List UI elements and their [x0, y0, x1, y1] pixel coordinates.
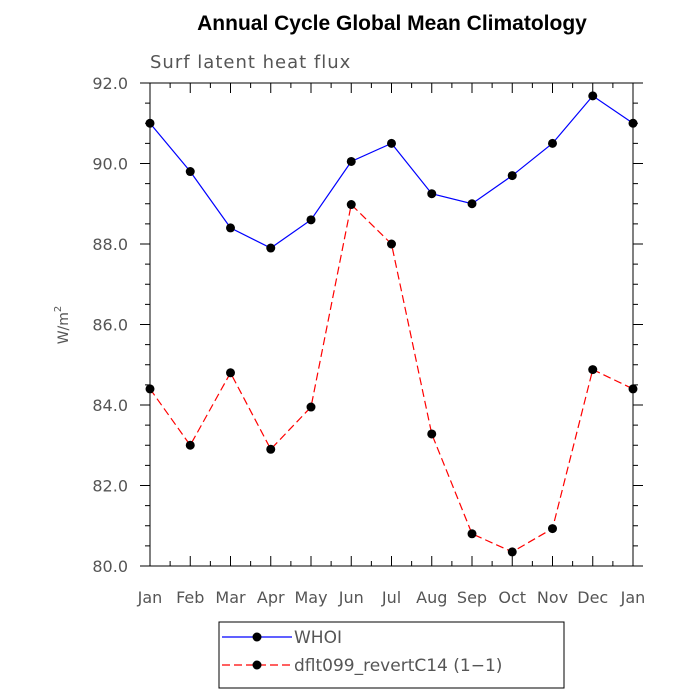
data-point [145, 384, 155, 394]
y-axis-label-text: W/m [56, 312, 72, 344]
data-point [467, 199, 477, 209]
data-point [548, 138, 557, 148]
data-point [387, 138, 396, 148]
x-tick-label: Nov [537, 588, 568, 607]
y-tick-label: 82.0 [92, 477, 128, 496]
data-point [145, 118, 155, 128]
data-point [306, 215, 316, 225]
data-point [346, 200, 356, 210]
y-tick-label: 86.0 [92, 316, 128, 335]
x-tick-label: Dec [577, 588, 608, 607]
svg-text:W/m2: W/m2 [53, 306, 72, 345]
y-tick-label: 80.0 [92, 557, 128, 576]
plot-frame [149, 82, 634, 567]
data-point [427, 429, 437, 439]
series-1 [145, 91, 638, 253]
x-tick-label: Jul [381, 588, 401, 607]
data-point [306, 402, 316, 412]
y-axis-label: W/m2 [53, 306, 72, 345]
x-tick-label: Jan [620, 588, 646, 607]
data-point [467, 529, 477, 539]
y-tick-label: 90.0 [92, 155, 128, 174]
data-point [628, 118, 638, 128]
legend-marker [252, 660, 262, 670]
x-tick-label: Feb [176, 588, 204, 607]
x-tick-label: Oct [498, 588, 526, 607]
data-point [507, 547, 517, 557]
data-point [427, 189, 437, 199]
data-point [628, 384, 638, 394]
legend-marker [252, 632, 262, 642]
chart-title: Annual Cycle Global Mean Climatology [197, 12, 587, 35]
x-tick-label: Aug [416, 588, 447, 607]
legend-label: dflt099_revertC14 (1−1) [294, 656, 502, 676]
y-axis-label-superscript: 2 [53, 306, 64, 312]
data-point [226, 368, 235, 378]
data-point [266, 243, 276, 253]
x-tick-label: Sep [457, 588, 487, 607]
y-tick-label: 88.0 [92, 235, 128, 254]
x-tick-label: May [294, 588, 327, 607]
series-line [149, 203, 634, 553]
series-layer [145, 91, 638, 557]
x-tick-label: Jun [338, 588, 364, 607]
legend: WHOI dflt099_revertC14 (1−1) [218, 621, 565, 689]
data-point [588, 91, 598, 101]
data-point [185, 440, 195, 450]
data-point [588, 365, 598, 375]
x-tick-label: Apr [257, 588, 285, 607]
data-point [226, 223, 235, 233]
y-tick-label: 92.0 [92, 74, 128, 93]
data-point [346, 156, 356, 166]
series-2 [145, 200, 638, 557]
data-point [185, 167, 195, 177]
legend-box [218, 621, 565, 689]
data-point [387, 239, 396, 249]
legend-label: WHOI [294, 628, 342, 648]
data-point [507, 171, 517, 181]
x-tick-label: Mar [215, 588, 246, 607]
y-tick-label: 84.0 [92, 396, 128, 415]
series-line [149, 95, 634, 249]
ticks-layer: Jan Feb Mar Apr May Jun Jul Aug Sep Oct Nov Dec Jan 8… [92, 74, 645, 607]
data-point [266, 444, 276, 454]
x-tick-label: Jan [137, 588, 163, 607]
data-point [548, 524, 557, 534]
chart-subtitle: Surf latent heat flux [150, 52, 351, 73]
